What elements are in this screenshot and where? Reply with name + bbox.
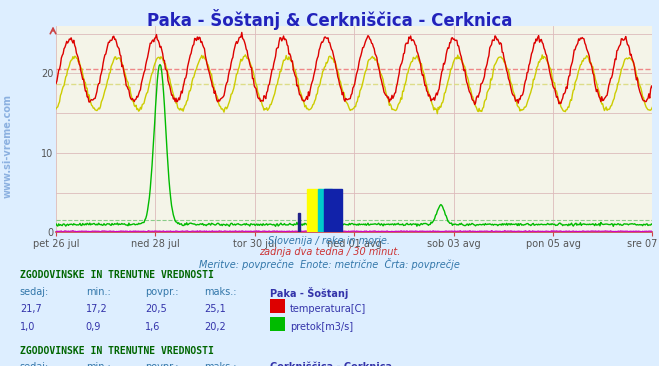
Bar bbox=[318, 188, 332, 232]
Text: povpr.:: povpr.: bbox=[145, 362, 179, 366]
Text: www.si-vreme.com: www.si-vreme.com bbox=[3, 94, 13, 198]
Text: 20,5: 20,5 bbox=[145, 304, 167, 314]
Text: temperatura[C]: temperatura[C] bbox=[290, 304, 366, 314]
Text: povpr.:: povpr.: bbox=[145, 287, 179, 296]
Text: 21,7: 21,7 bbox=[20, 304, 42, 314]
Bar bbox=[324, 188, 342, 232]
Text: min.:: min.: bbox=[86, 287, 111, 296]
Bar bbox=[306, 188, 321, 232]
Text: 20,2: 20,2 bbox=[204, 322, 226, 332]
Text: 1,0: 1,0 bbox=[20, 322, 35, 332]
Bar bbox=[298, 213, 301, 232]
Text: 1,6: 1,6 bbox=[145, 322, 160, 332]
Text: min.:: min.: bbox=[86, 362, 111, 366]
Text: sedaj:: sedaj: bbox=[20, 362, 49, 366]
Text: Cerkniščica - Cerknica: Cerkniščica - Cerknica bbox=[270, 362, 392, 366]
Text: Slovenija / reke in morje.: Slovenija / reke in morje. bbox=[268, 236, 391, 246]
Text: 0,9: 0,9 bbox=[86, 322, 101, 332]
Text: 25,1: 25,1 bbox=[204, 304, 226, 314]
Text: sedaj:: sedaj: bbox=[20, 287, 49, 296]
Text: 17,2: 17,2 bbox=[86, 304, 107, 314]
Text: Meritve: povprečne  Enote: metrične  Črta: povprečje: Meritve: povprečne Enote: metrične Črta:… bbox=[199, 258, 460, 270]
Text: ZGODOVINSKE IN TRENUTNE VREDNOSTI: ZGODOVINSKE IN TRENUTNE VREDNOSTI bbox=[20, 346, 214, 355]
Text: maks.:: maks.: bbox=[204, 287, 237, 296]
Text: Paka - Šoštanj & Cerkniščica - Cerknica: Paka - Šoštanj & Cerkniščica - Cerknica bbox=[147, 9, 512, 30]
Text: Paka - Šoštanj: Paka - Šoštanj bbox=[270, 287, 349, 299]
Text: ZGODOVINSKE IN TRENUTNE VREDNOSTI: ZGODOVINSKE IN TRENUTNE VREDNOSTI bbox=[20, 270, 214, 280]
Text: maks.:: maks.: bbox=[204, 362, 237, 366]
Text: zadnja dva tedna / 30 minut.: zadnja dva tedna / 30 minut. bbox=[259, 247, 400, 257]
Text: pretok[m3/s]: pretok[m3/s] bbox=[290, 322, 353, 332]
